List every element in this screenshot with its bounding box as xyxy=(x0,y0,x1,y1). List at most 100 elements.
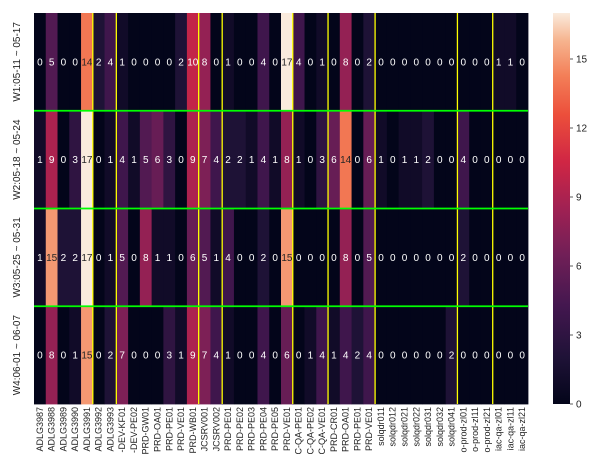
heatmap-cell xyxy=(116,13,129,112)
heatmap-cell-value: 0 xyxy=(249,57,255,68)
heatmap-cell-value: 0 xyxy=(508,155,514,166)
x-tick-label: solqdr041 xyxy=(447,407,457,447)
x-tick-label: PRD-CR01 xyxy=(329,407,339,452)
colorbar-tick-label: 15 xyxy=(576,55,588,66)
heatmap-cell-value: 6 xyxy=(284,351,290,362)
x-tick-label: PRD-PE01 xyxy=(223,407,233,451)
heatmap-cell-value: 17 xyxy=(81,253,93,264)
heatmap-cell xyxy=(257,208,270,307)
heatmap-cell-value: 2 xyxy=(261,253,267,264)
heatmap-cell-value: 1 xyxy=(378,155,384,166)
heatmap-cell-value: 7 xyxy=(119,351,125,362)
heatmap-cell xyxy=(128,208,141,307)
heatmap-cell-value: 2 xyxy=(449,351,455,362)
heatmap-cell xyxy=(292,13,305,112)
heatmap-cell-value: 1 xyxy=(331,351,337,362)
heatmap-cell xyxy=(92,110,105,209)
heatmap-cell-value: 0 xyxy=(461,57,467,68)
heatmap-cell-value: 5 xyxy=(119,253,125,264)
x-tick-label: PRD-OA01 xyxy=(153,407,163,452)
heatmap-cell xyxy=(269,110,282,209)
heatmap-cell xyxy=(34,208,47,307)
heatmap-cell-value: 8 xyxy=(202,57,208,68)
heatmap-cell xyxy=(128,110,141,209)
heatmap-cell xyxy=(433,208,447,307)
x-tick-label: C-QA-PE01 xyxy=(294,407,304,455)
heatmap-cell xyxy=(386,110,400,209)
heatmap-cell-value: 0 xyxy=(413,57,419,68)
heatmap-cell-value: 4 xyxy=(296,57,302,68)
heatmap-cell-value: 14 xyxy=(81,57,93,68)
heatmap-cell-value: 4 xyxy=(461,155,467,166)
heatmap-cell xyxy=(69,13,82,112)
heatmap-cell-value: 0 xyxy=(308,253,314,264)
heatmap-cell xyxy=(386,13,400,112)
heatmap-cell xyxy=(316,306,329,405)
heatmap-cell-value: 8 xyxy=(143,253,149,264)
x-tick-label: ADLG3992 xyxy=(94,407,104,452)
x-tick-label: PRD-VE01 xyxy=(364,407,374,451)
heatmap-cell xyxy=(104,306,117,405)
heatmap-cell xyxy=(292,110,305,209)
heatmap-cell xyxy=(433,13,447,112)
heatmap-cell xyxy=(151,208,164,307)
heatmap-cell xyxy=(516,306,529,405)
heatmap-cell xyxy=(304,306,317,405)
heatmap-cell xyxy=(81,208,94,307)
heatmap-cell xyxy=(186,110,200,209)
heatmap-cell-value: 0 xyxy=(61,155,67,166)
heatmap-cell xyxy=(233,110,247,209)
heatmap-cell-value: 2 xyxy=(366,57,372,68)
heatmap-cell xyxy=(175,208,188,307)
heatmap-cell-value: 0 xyxy=(390,155,396,166)
heatmap-cell-value: 0 xyxy=(131,57,137,68)
heatmap-cell-value: 17 xyxy=(81,155,93,166)
heatmap-cell xyxy=(398,306,411,405)
heatmap-cell xyxy=(457,13,470,112)
heatmap-cell xyxy=(81,110,94,209)
heatmap-cell xyxy=(92,13,105,112)
heatmap-cell-value: 1 xyxy=(155,253,161,264)
heatmap-cell xyxy=(139,306,153,405)
heatmap-cell xyxy=(504,110,517,209)
x-tick-label: o-prod-zl01 xyxy=(458,407,468,453)
heatmap-cell xyxy=(386,208,400,307)
heatmap-cell xyxy=(81,306,94,405)
heatmap-cell xyxy=(375,208,388,307)
heatmap-cell-value: 0 xyxy=(272,57,278,68)
heatmap-cell xyxy=(422,208,435,307)
heatmap-cell-value: 4 xyxy=(261,57,267,68)
heatmap-cell-value: 0 xyxy=(178,253,184,264)
heatmap-cell xyxy=(445,110,458,209)
heatmap-cell-value: 1 xyxy=(413,155,419,166)
heatmap-cell-value: 0 xyxy=(402,57,408,68)
heatmap-cell-value: 4 xyxy=(214,351,220,362)
heatmap-cell xyxy=(480,208,494,307)
heatmap-cell xyxy=(339,208,352,307)
heatmap-cell xyxy=(363,208,376,307)
heatmap-cell xyxy=(269,13,282,112)
heatmap-cell xyxy=(504,13,517,112)
heatmap-cell-value: 4 xyxy=(225,253,231,264)
heatmap-cell xyxy=(351,110,364,209)
heatmap-cell-value: 0 xyxy=(37,351,43,362)
heatmap-cell-value: 0 xyxy=(484,351,490,362)
heatmap-cell xyxy=(328,208,341,307)
heatmap-cell-value: 0 xyxy=(437,155,443,166)
heatmap-cell xyxy=(516,13,529,112)
heatmap-cell xyxy=(457,306,470,405)
heatmap-cell xyxy=(269,306,282,405)
heatmap-cell xyxy=(34,306,47,405)
heatmap-cell xyxy=(198,208,211,307)
heatmap-cell-value: 0 xyxy=(96,351,102,362)
heatmap-cell-value: 3 xyxy=(72,155,78,166)
colorbar-tick-label: 9 xyxy=(576,193,582,204)
heatmap-separators xyxy=(34,13,528,404)
heatmap-cell xyxy=(281,306,294,405)
x-tick-label: -DEV-KF01 xyxy=(117,407,127,453)
heatmap-cell xyxy=(480,13,494,112)
heatmap-cell-value: 0 xyxy=(331,253,337,264)
heatmap-cell xyxy=(363,110,376,209)
heatmap-cell-value: 0 xyxy=(143,57,149,68)
